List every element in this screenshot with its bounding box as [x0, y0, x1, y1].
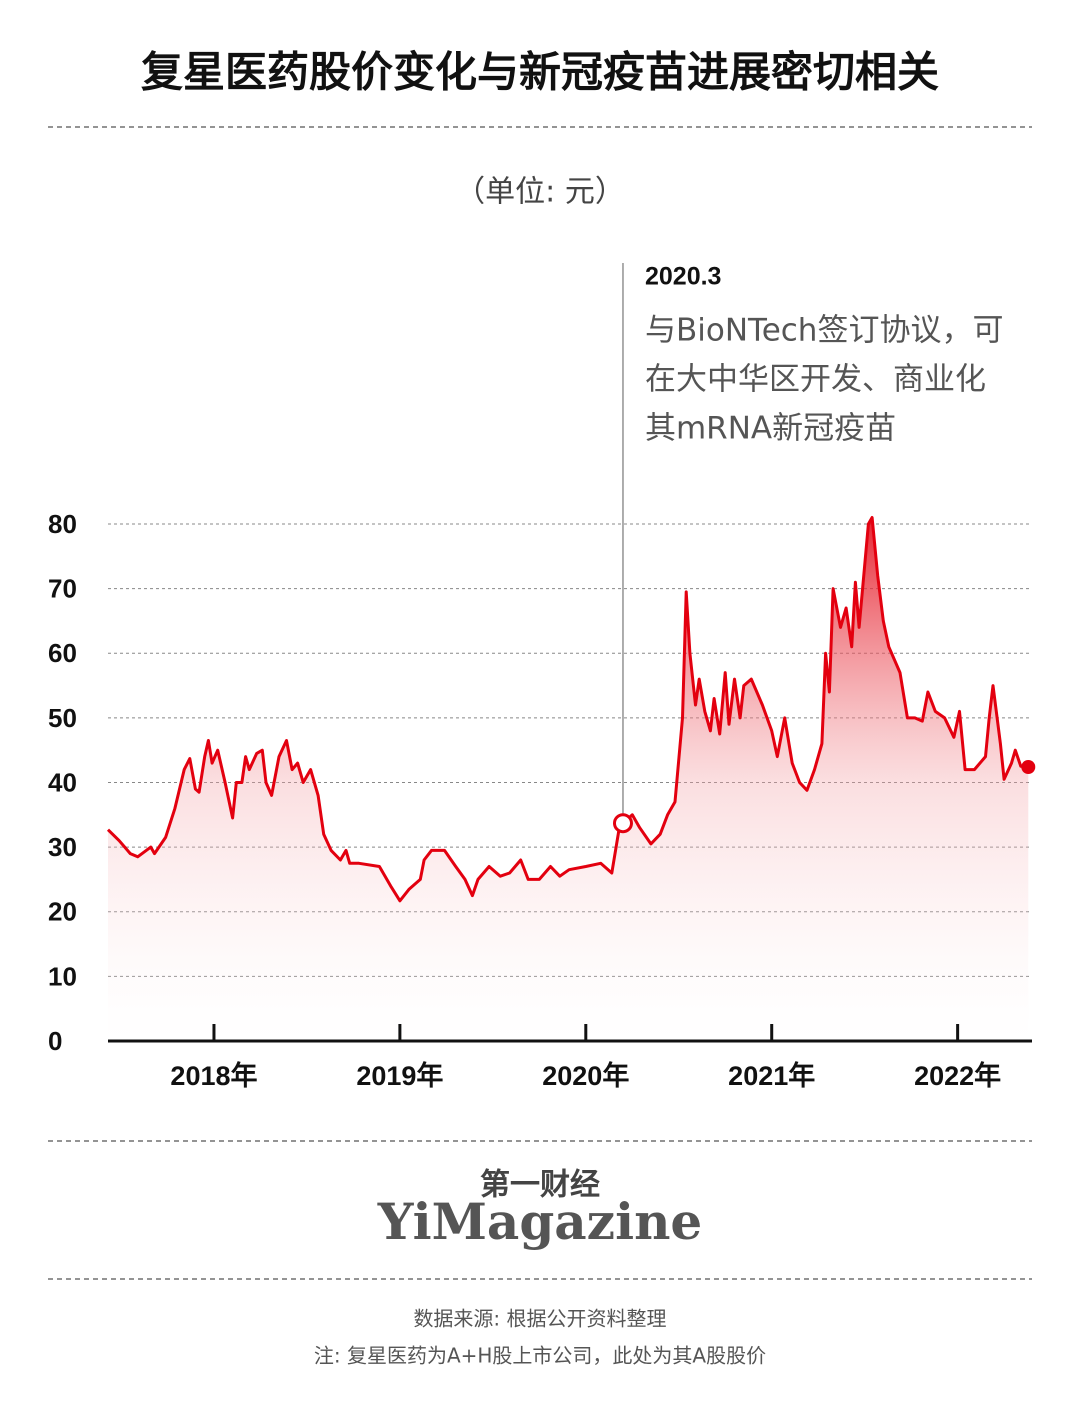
y-tick-label: 10 — [48, 961, 77, 991]
y-tick-label: 30 — [48, 832, 77, 862]
x-tick-label: 2019年 — [356, 1060, 443, 1091]
unit-label: （单位: 元） — [455, 175, 625, 210]
y-tick-label: 70 — [48, 574, 77, 604]
annotation-text: 与BioNTech签订协议，可 — [645, 313, 1003, 349]
x-tick-label: 2021年 — [728, 1060, 815, 1091]
chart-title: 复星医药股价变化与新冠疫苗进展密切相关 — [141, 48, 939, 97]
annotation-label: 2020.3 — [645, 263, 721, 291]
y-tick-label: 0 — [48, 1026, 62, 1056]
y-tick-label: 20 — [48, 897, 77, 927]
y-tick-label: 60 — [48, 638, 77, 668]
logo-en: YiMagazine — [377, 1192, 702, 1251]
area — [108, 517, 1029, 1041]
x-tick-label: 2018年 — [170, 1060, 257, 1091]
annotation-text: 其mRNA新冠疫苗 — [645, 411, 896, 447]
end-point — [1021, 759, 1036, 774]
y-tick-label: 80 — [48, 509, 77, 539]
x-tick-label: 2020年 — [542, 1060, 629, 1091]
logo-cn: 第一财经 — [480, 1168, 600, 1203]
annotation-point — [612, 813, 633, 834]
y-tick-label: 40 — [48, 767, 77, 797]
y-tick-label: 50 — [48, 703, 77, 733]
footnote: 注: 复星医药为A+H股上市公司，此处为其A股股价 — [314, 1344, 766, 1368]
source-note: 数据来源: 根据公开资料整理 — [413, 1307, 666, 1331]
x-tick-label: 2022年 — [914, 1060, 1001, 1091]
annotation-text: 在大中华区开发、商业化 — [645, 362, 986, 398]
